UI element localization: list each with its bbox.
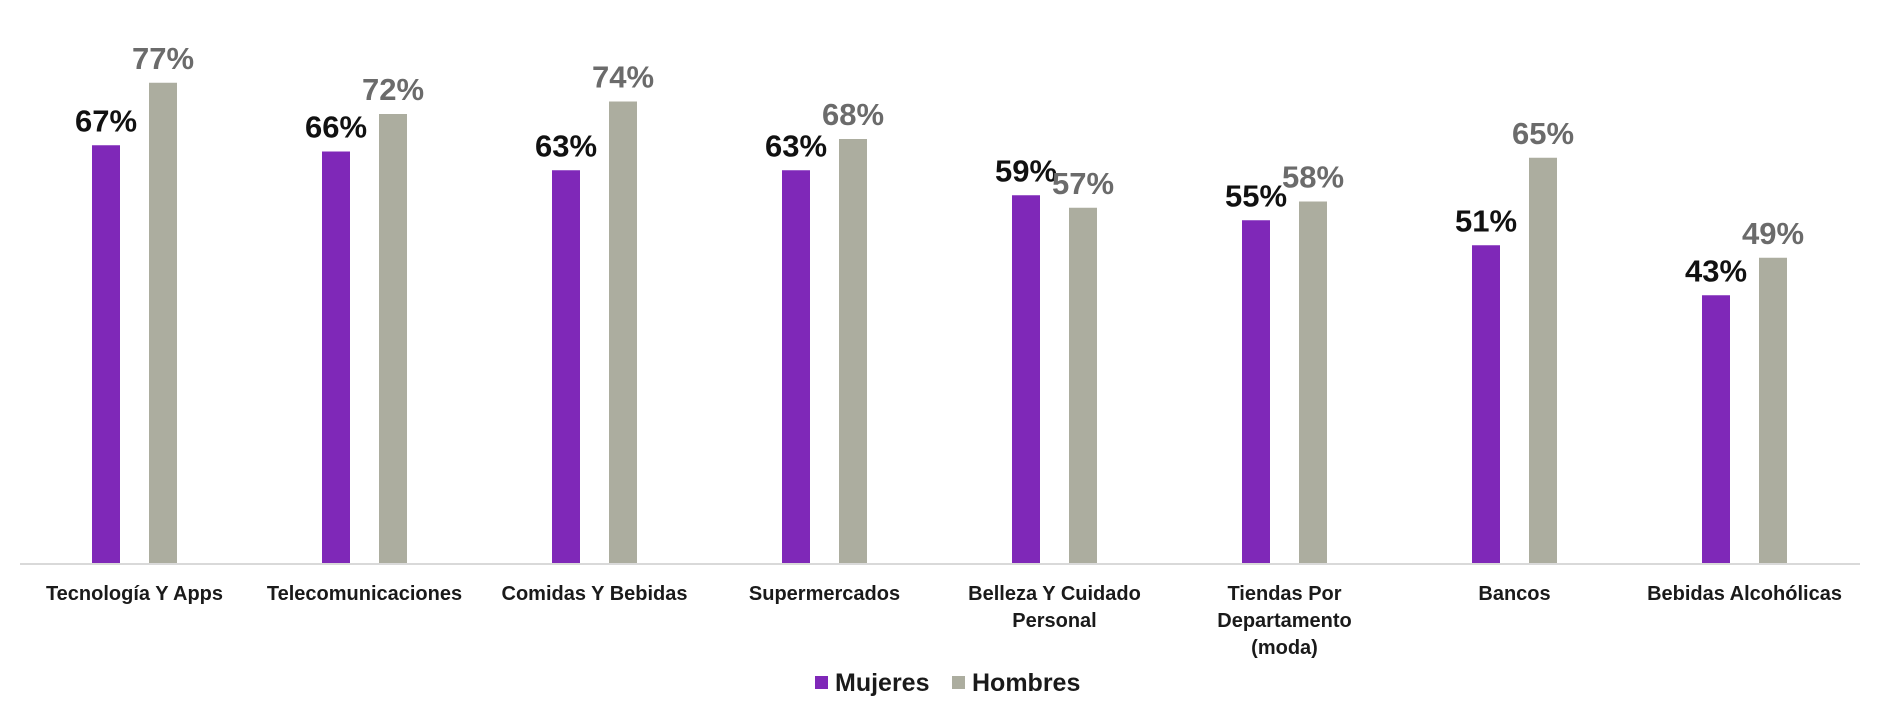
bar-hombres-tecnologia-y-apps [149, 82, 177, 564]
value-label-mujeres-supermercados: 63% [765, 128, 827, 163]
category-labels-layer: Tecnología Y Apps Telecomunicaciones Comid… [46, 583, 1842, 659]
bar-mujeres-supermercados [782, 170, 810, 564]
value-label-hombres-bancos: 65% [1512, 116, 1574, 151]
value-label-hombres-bebidas-alcoholicas: 49% [1742, 216, 1804, 251]
legend-swatch-mujeres [815, 676, 828, 689]
value-label-hombres-supermercados: 68% [822, 97, 884, 132]
category-label-tiendas-por-departamento-moda: Tiendas Por Departamento (moda) [1217, 583, 1351, 659]
bar-mujeres-telecomunicaciones [322, 151, 350, 564]
value-labels-layer: 67%77%66%72%63%74%63%68%59%57% 55%58%51%6… [75, 41, 1804, 289]
bars-layer [92, 82, 1787, 564]
bar-mujeres-bebidas-alcoholicas [1702, 295, 1730, 564]
bar-hombres-comidas-y-bebidas [609, 101, 637, 564]
category-label-tecnologia-y-apps: Tecnología Y Apps [46, 583, 223, 605]
value-label-mujeres-comidas-y-bebidas: 63% [535, 128, 597, 163]
bar-hombres-bebidas-alcoholicas [1759, 257, 1787, 564]
bar-hombres-telecomunicaciones [379, 114, 407, 564]
value-label-hombres-telecomunicaciones: 72% [362, 72, 424, 107]
category-label-bancos: Bancos [1478, 583, 1550, 605]
category-label-supermercados: Supermercados [749, 583, 900, 605]
value-label-hombres-tecnologia-y-apps: 77% [132, 41, 194, 76]
category-label-comidas-y-bebidas: Comidas Y Bebidas [502, 583, 688, 605]
legend-label-hombres: Hombres [972, 669, 1080, 697]
legend: Mujeres Hombres [815, 669, 1080, 697]
value-label-mujeres-tiendas-por-departamento-moda: 55% [1225, 178, 1287, 213]
bar-mujeres-bancos [1472, 245, 1500, 564]
value-label-mujeres-bancos: 51% [1455, 203, 1517, 238]
bar-hombres-supermercados [839, 139, 867, 564]
bar-hombres-belleza-y-cuidado-personal [1069, 207, 1097, 564]
bar-hombres-bancos [1529, 157, 1557, 564]
legend-swatch-hombres [952, 676, 965, 689]
bar-mujeres-comidas-y-bebidas [552, 170, 580, 564]
value-label-mujeres-telecomunicaciones: 66% [305, 110, 367, 145]
value-label-hombres-belleza-y-cuidado-personal: 57% [1052, 166, 1114, 201]
bar-mujeres-tiendas-por-departamento-moda [1242, 220, 1270, 564]
category-label-telecomunicaciones: Telecomunicaciones [267, 583, 462, 605]
legend-label-mujeres: Mujeres [835, 669, 929, 697]
bar-mujeres-belleza-y-cuidado-personal [1012, 195, 1040, 564]
value-label-mujeres-bebidas-alcoholicas: 43% [1685, 253, 1747, 288]
bar-hombres-tiendas-por-departamento-moda [1299, 201, 1327, 564]
value-label-mujeres-belleza-y-cuidado-personal: 59% [995, 153, 1057, 188]
category-label-bebidas-alcoholicas: Bebidas Alcohólicas [1647, 583, 1842, 605]
value-label-hombres-comidas-y-bebidas: 74% [592, 60, 654, 95]
value-label-hombres-tiendas-por-departamento-moda: 58% [1282, 160, 1344, 195]
category-label-belleza-y-cuidado-personal: Belleza Y Cuidado Personal [968, 583, 1141, 632]
bar-mujeres-tecnologia-y-apps [92, 145, 120, 564]
value-label-mujeres-tecnologia-y-apps: 67% [75, 103, 137, 138]
